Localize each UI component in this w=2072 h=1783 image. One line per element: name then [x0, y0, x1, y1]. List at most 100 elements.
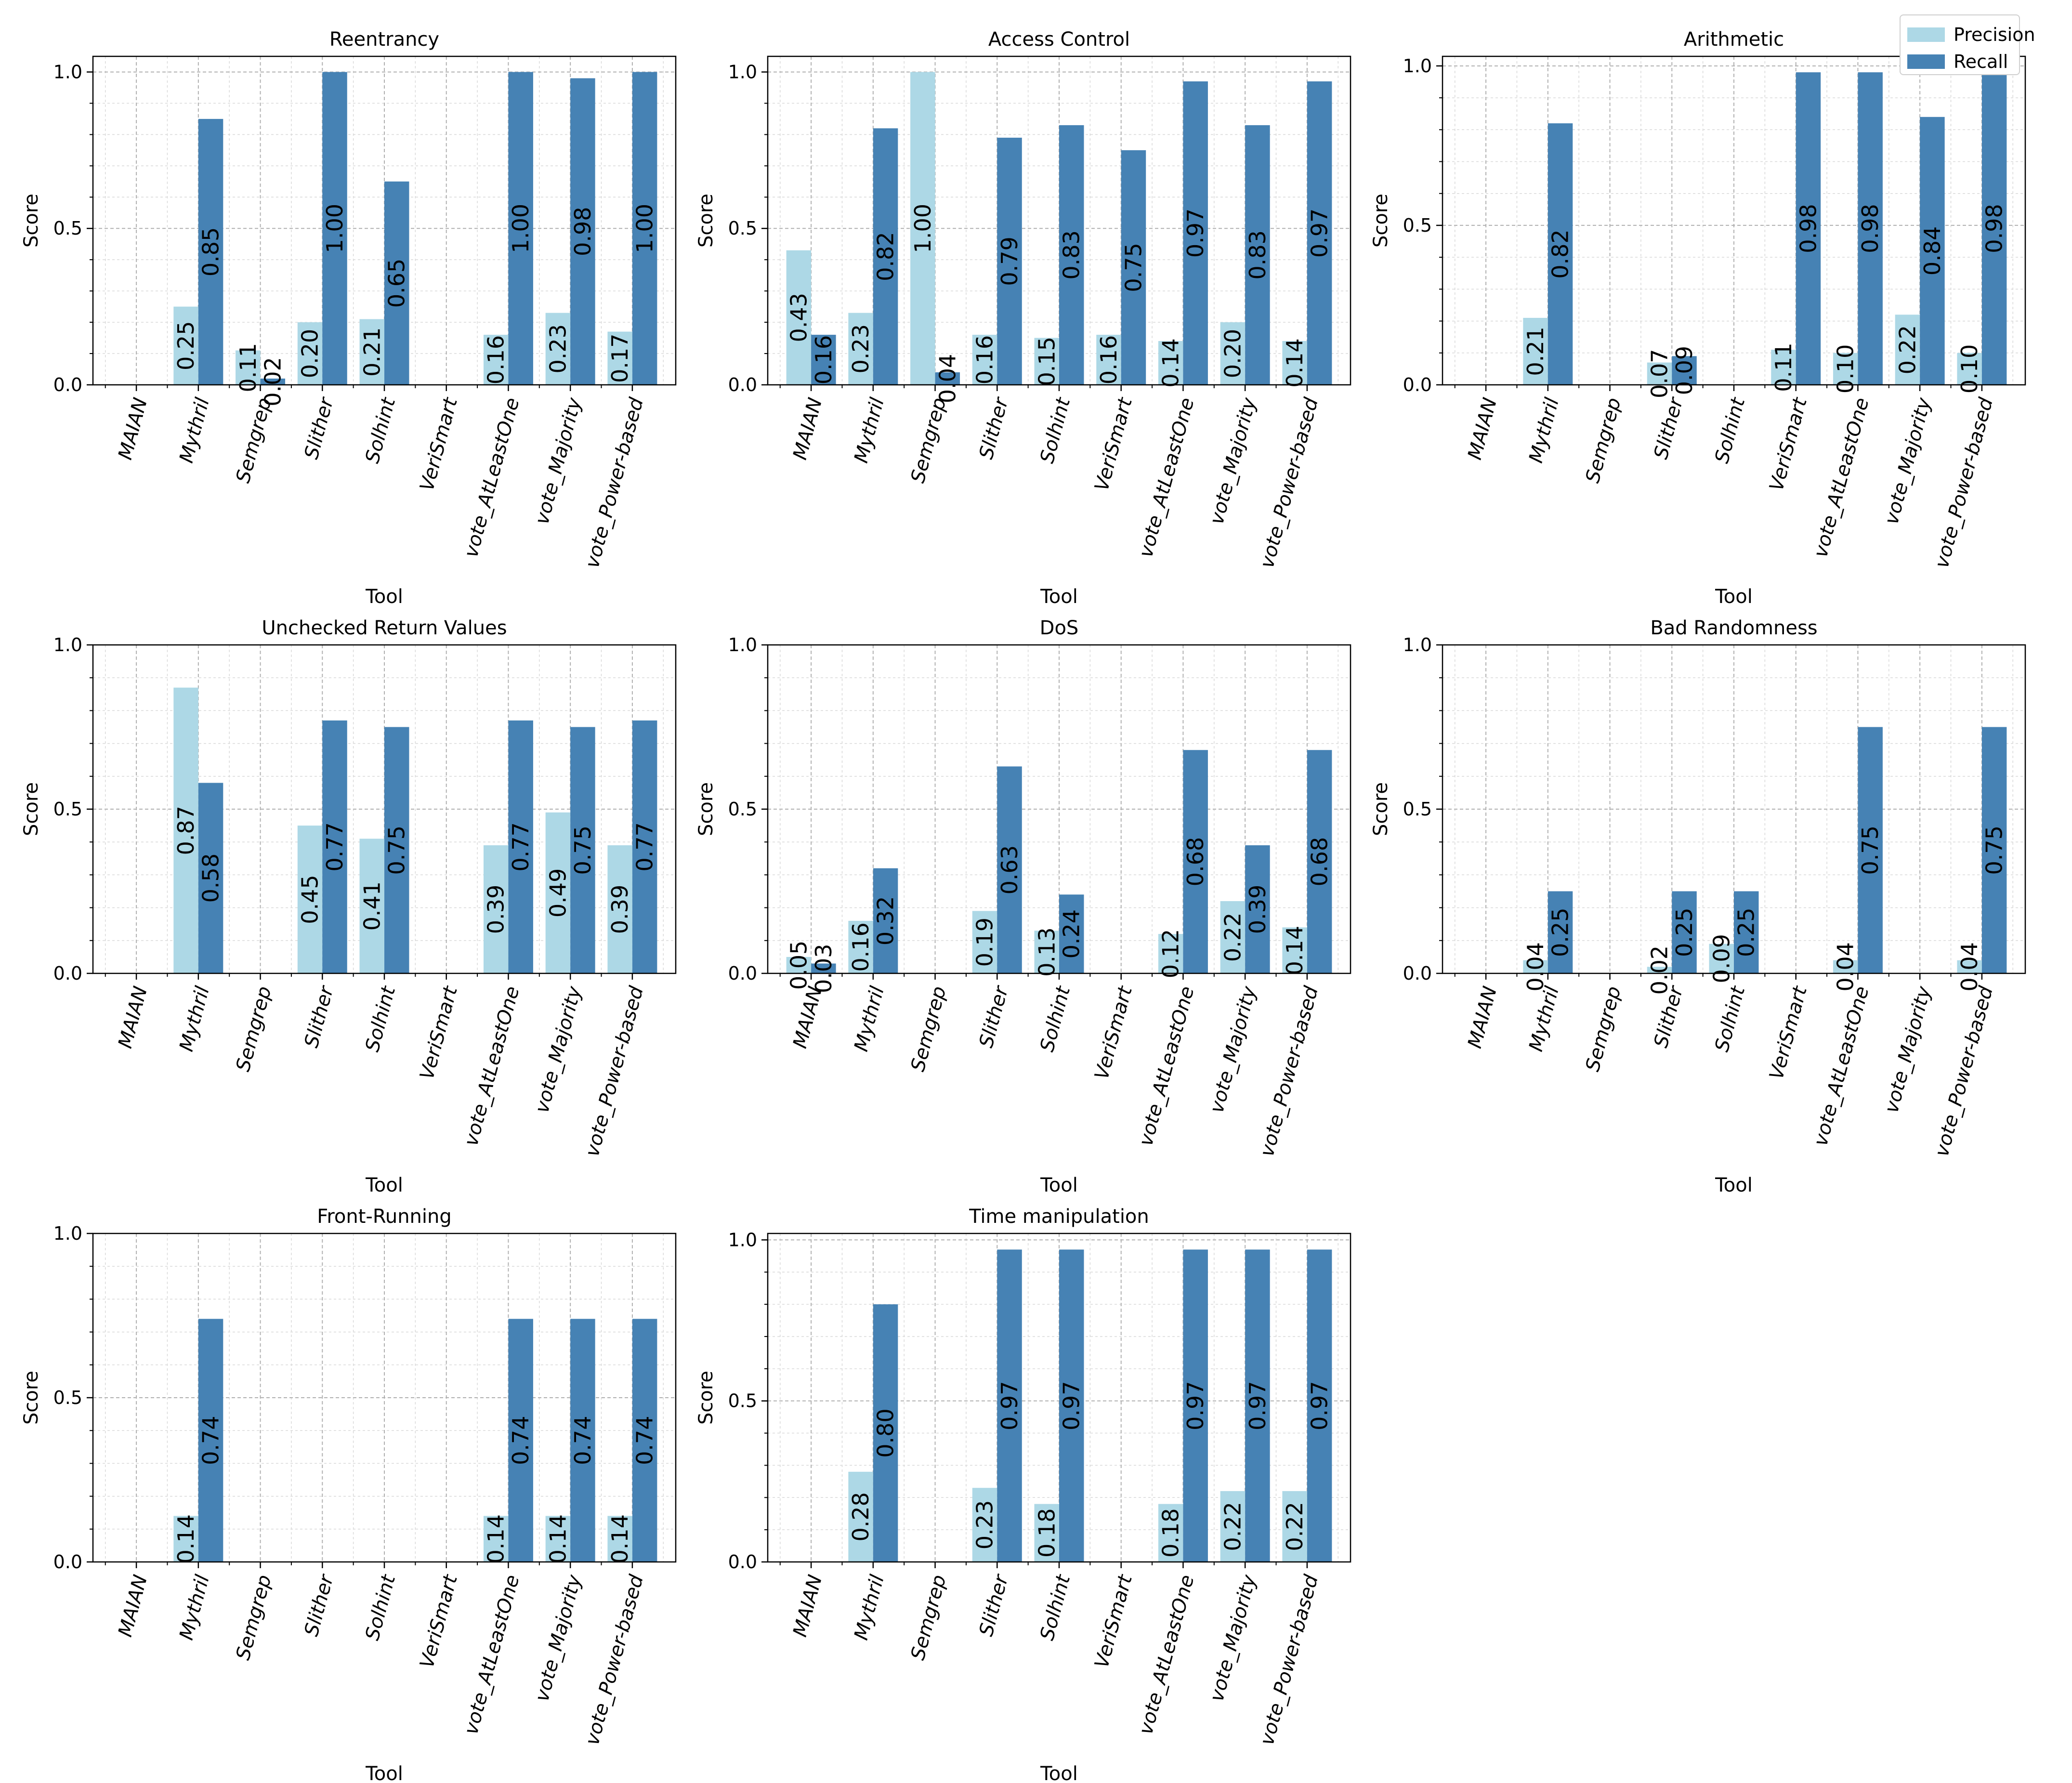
- chart-arithmetic-bar-recall-slither: [1672, 356, 1697, 385]
- chart-time-manipulation-value-label-recall-vote-power-based: 0.97: [1307, 1381, 1333, 1430]
- chart-dos-bar-recall-mythril: [873, 868, 898, 973]
- chart-unchecked-return-values-bar-recall-vote-power-based: [632, 720, 657, 973]
- chart-arithmetic-bar-recall-vote-power-based: [1981, 72, 2007, 385]
- chart-arithmetic-xtick-label-verismart: VeriSmart: [1765, 395, 1811, 494]
- chart-time-manipulation-xtick-label-vote-majority: vote_Majority: [1206, 1572, 1261, 1704]
- chart-time-manipulation-xtick-label-mythril: Mythril: [850, 1573, 889, 1642]
- chart-reentrancy-value-label-recall-slither: 1.00: [322, 204, 348, 253]
- chart-dos-value-label-recall-vote-majority: 0.39: [1245, 885, 1271, 934]
- chart-dos-value-label-precision-maian: 0.05: [786, 941, 812, 990]
- chart-arithmetic-xtick-label-vote-majority: vote_Majority: [1880, 395, 1936, 527]
- chart-bad-randomness-value-label-recall-slither: 0.25: [1671, 908, 1697, 957]
- chart-front-running-xtick-label-maian: MAIAN: [114, 1573, 152, 1639]
- chart-dos-bar-precision-vote-power-based: [1282, 927, 1307, 973]
- chart-arithmetic-value-label-precision-verismart: 0.11: [1770, 342, 1797, 392]
- chart-arithmetic: 0.21 0.07 0.11 0.10 0.22 0.10 0.82 0.09 0.98 0.98…: [1370, 28, 2026, 608]
- chart-bad-randomness-bar-recall-slither: [1672, 891, 1697, 973]
- chart-unchecked-return-values-xlabel: Tool: [365, 1174, 403, 1196]
- chart-access-control-value-label-precision-vote-majority: 0.20: [1220, 329, 1246, 378]
- chart-dos-ytick-label: 0.5: [728, 799, 757, 820]
- chart-front-running-value-label-recall-mythril: 0.74: [198, 1416, 224, 1465]
- chart-reentrancy-value-label-recall-semgrep: 0.02: [260, 357, 286, 406]
- chart-dos-xtick-label-vote-power-based: vote_Power-based: [1256, 983, 1323, 1159]
- legend-item-recall: Recall: [1907, 51, 2008, 72]
- chart-reentrancy-bar-recall-solhint: [384, 181, 409, 385]
- chart-access-control-bar-precision-vote-majority: [1220, 322, 1246, 385]
- chart-arithmetic-xlabel: Tool: [1715, 586, 1753, 608]
- chart-bad-randomness-xtick-label-solhint: Solhint: [1711, 983, 1750, 1054]
- chart-arithmetic-value-label-recall-mythril: 0.82: [1547, 229, 1574, 278]
- chart-reentrancy-value-label-recall-vote-power-based: 1.00: [632, 204, 658, 253]
- chart-reentrancy-value-label-precision-semgrep: 0.11: [235, 343, 261, 392]
- chart-access-control-bar-precision-verismart: [1096, 335, 1121, 385]
- chart-access-control-value-label-recall-semgrep: 0.04: [934, 354, 960, 403]
- chart-front-running-ytick-label: 0.0: [53, 1551, 82, 1573]
- chart-reentrancy-value-label-recall-solhint: 0.65: [384, 259, 410, 308]
- chart-dos-xtick-label-maian: MAIAN: [789, 984, 826, 1050]
- chart-unchecked-return-values-ytick-label: 0.0: [53, 963, 82, 984]
- chart-bad-randomness-xtick-label-vote-power-based: vote_Power-based: [1931, 983, 1998, 1159]
- chart-dos-value-label-precision-vote-atleastone: 0.12: [1158, 929, 1184, 978]
- chart-front-running-ytick-label: 1.0: [53, 1223, 82, 1244]
- chart-bad-randomness: 0.04 0.02 0.09 0.04 0.040.25 0.25 0.250.75 0.75…: [1370, 617, 2026, 1196]
- chart-dos-bar-recall-solhint: [1059, 894, 1084, 973]
- chart-front-running-bar-precision-vote-majority: [545, 1516, 571, 1562]
- chart-access-control-value-label-precision-vote-atleastone: 0.14: [1158, 338, 1184, 387]
- chart-unchecked-return-values-bar-recall-solhint: [384, 727, 409, 973]
- chart-reentrancy-xlabel: Tool: [365, 586, 403, 608]
- chart-dos-bar-precision-vote-atleastone: [1158, 934, 1183, 973]
- chart-dos-xtick-label-vote-majority: vote_Majority: [1206, 983, 1261, 1115]
- chart-access-control-bar-recall-solhint: [1059, 125, 1084, 385]
- chart-unchecked-return-values-xtick-label-semgrep: Semgrep: [232, 984, 276, 1074]
- chart-arithmetic-ylabel: Score: [1370, 194, 1392, 248]
- chart-front-running-xtick-label-solhint: Solhint: [361, 1572, 400, 1643]
- chart-access-control-bar-precision-mythril: [848, 313, 873, 385]
- chart-dos-value-label-precision-vote-power-based: 0.14: [1282, 926, 1308, 975]
- chart-access-control-xtick-label-solhint: Solhint: [1036, 395, 1075, 466]
- chart-reentrancy-value-label-precision-solhint: 0.21: [359, 328, 385, 377]
- chart-reentrancy-xtick-label-solhint: Solhint: [361, 395, 400, 466]
- chart-dos-value-label-recall-solhint: 0.24: [1059, 909, 1085, 958]
- chart-unchecked-return-values-value-label-recall-vote-atleastone: 0.77: [508, 822, 534, 871]
- chart-time-manipulation-xtick-label-slither: Slither: [975, 1572, 1013, 1639]
- chart-arithmetic-xtick-label-vote-atleastone: vote_AtLeastOne: [1810, 395, 1874, 560]
- chart-dos-value-label-recall-slither: 0.63: [997, 845, 1023, 894]
- chart-access-control-value-label-recall-solhint: 0.83: [1059, 230, 1085, 279]
- chart-arithmetic-bar-recall-mythril: [1547, 123, 1573, 385]
- chart-time-manipulation-value-label-precision-slither: 0.23: [972, 1500, 998, 1549]
- chart-time-manipulation-value-label-precision-mythril: 0.28: [848, 1492, 874, 1541]
- chart-reentrancy-bar-precision-mythril: [173, 306, 198, 385]
- chart-time-manipulation-xtick-label-semgrep: Semgrep: [907, 1573, 951, 1663]
- chart-reentrancy-value-label-precision-mythril: 0.25: [173, 321, 199, 370]
- chart-front-running-title: Front-Running: [317, 1206, 452, 1228]
- chart-bad-randomness-xlabel: Tool: [1715, 1174, 1753, 1196]
- chart-dos-value-label-precision-vote-majority: 0.22: [1220, 913, 1246, 962]
- chart-dos-bar-precision-solhint: [1034, 931, 1059, 973]
- chart-access-control-bar-precision-slither: [972, 335, 997, 385]
- chart-reentrancy-xtick-label-semgrep: Semgrep: [232, 395, 276, 485]
- chart-reentrancy-ytick-label: 0.0: [53, 374, 82, 395]
- chart-bad-randomness-value-label-recall-vote-atleastone: 0.75: [1857, 826, 1883, 875]
- chart-access-control-title: Access Control: [988, 28, 1130, 51]
- legend-swatch-recall: [1907, 54, 1945, 69]
- chart-reentrancy-xtick-label-mythril: Mythril: [175, 395, 214, 465]
- chart-access-control-bar-recall-vote-majority: [1245, 125, 1270, 385]
- chart-time-manipulation-value-label-recall-mythril: 0.80: [873, 1408, 899, 1457]
- chart-front-running-ytick-label: 0.5: [53, 1387, 82, 1408]
- chart-time-manipulation-xtick-label-maian: MAIAN: [789, 1573, 826, 1639]
- chart-dos-ytick-label: 1.0: [728, 634, 757, 656]
- chart-unchecked-return-values-ytick-label: 0.5: [53, 799, 82, 820]
- chart-arithmetic-value-label-recall-verismart: 0.98: [1795, 204, 1821, 253]
- chart-reentrancy-ylabel: Score: [20, 194, 42, 248]
- chart-reentrancy-title: Reentrancy: [329, 28, 439, 51]
- chart-unchecked-return-values-value-label-precision-mythril: 0.87: [173, 806, 199, 855]
- chart-time-manipulation-ytick-label: 0.5: [728, 1390, 757, 1412]
- chart-arithmetic-value-label-recall-vote-power-based: 0.98: [1981, 204, 2007, 253]
- chart-arithmetic-bar-precision-mythril: [1523, 317, 1548, 385]
- chart-reentrancy: 0.25 0.11 0.20 0.21 0.16 0.23 0.170.850.021.00…: [20, 28, 677, 608]
- chart-unchecked-return-values-bar-precision-vote-majority: [545, 812, 571, 973]
- chart-front-running-value-label-precision-vote-power-based: 0.14: [607, 1514, 633, 1563]
- chart-reentrancy-bar-recall-vote-majority: [570, 78, 595, 385]
- chart-access-control-value-label-recall-vote-atleastone: 0.97: [1182, 209, 1208, 258]
- chart-dos-bar-precision-slither: [972, 911, 997, 973]
